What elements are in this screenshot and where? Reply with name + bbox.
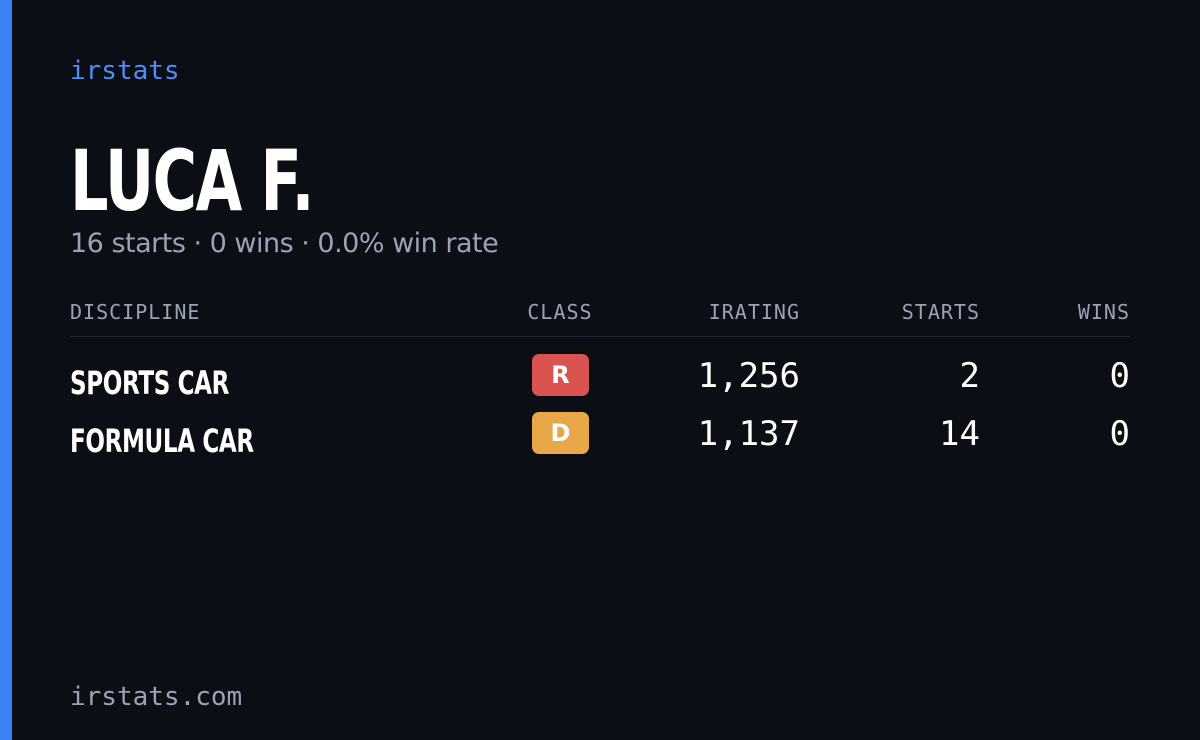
column-header: STARTS [901,300,980,324]
footer: irstats.com [70,682,243,712]
starts: 2 [959,356,980,396]
irating: 1,256 [697,356,800,396]
column-header: CLASS [527,300,593,324]
header-rule [70,336,1130,337]
discipline: FORMULA CAR [70,422,254,460]
column-header: WINS [1077,300,1130,324]
brand: irstats [70,56,180,86]
irating: 1,137 [697,414,800,454]
wins: 0 [1109,414,1130,454]
column-header: DISCIPLINE [70,300,201,324]
class-badge: D [532,412,589,454]
class-badge: R [532,354,589,396]
driver-name: LUCA F. [70,132,315,230]
wins: 0 [1109,356,1130,396]
driver-summary: 16 starts · 0 wins · 0.0% win rate [70,228,499,259]
column-header: IRATING [708,300,800,324]
starts: 14 [939,414,980,454]
accent-bar [0,0,12,740]
discipline: SPORTS CAR [70,364,229,402]
